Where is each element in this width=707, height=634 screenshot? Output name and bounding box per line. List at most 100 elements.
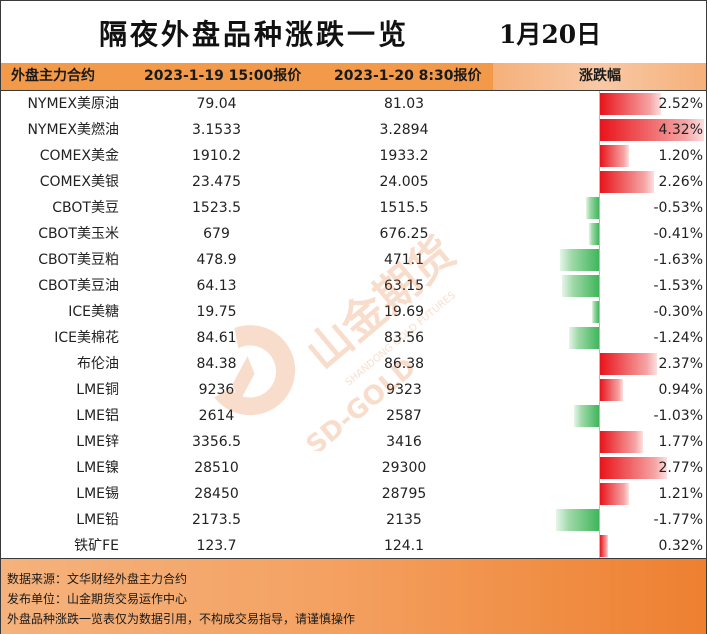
change-bar bbox=[559, 249, 599, 271]
contract-name: 铁矿FE bbox=[74, 538, 119, 554]
table-row: LME铅 2173.5 2135 -1.77% bbox=[1, 507, 706, 533]
table-row: LME锌 3356.5 3416 1.77% bbox=[1, 429, 706, 455]
table-row: ICE美棉花 84.61 83.56 -1.24% bbox=[1, 325, 706, 351]
price-after: 24.005 bbox=[379, 174, 429, 190]
change-percent: -0.41% bbox=[653, 226, 703, 242]
contract-name: CBOT美豆粕 bbox=[38, 252, 119, 268]
contract-name: CBOT美玉米 bbox=[38, 226, 119, 242]
contract-name: NYMEX美燃油 bbox=[27, 122, 119, 138]
change-percent: 0.94% bbox=[658, 382, 703, 398]
price-after: 676.25 bbox=[379, 226, 429, 242]
price-after: 1515.5 bbox=[379, 200, 429, 216]
table-row: 铁矿FE 123.7 124.1 0.32% bbox=[1, 533, 706, 559]
table-row: CBOT美玉米 679 676.25 -0.41% bbox=[1, 221, 706, 247]
change-bar bbox=[600, 171, 655, 193]
table-row: NYMEX美燃油 3.1533 3.2894 4.32% bbox=[1, 117, 706, 143]
price-before: 84.38 bbox=[196, 356, 237, 372]
price-after: 3416 bbox=[386, 434, 422, 450]
price-before: 1523.5 bbox=[192, 200, 241, 216]
table-row: 布伦油 84.38 86.38 2.37% bbox=[1, 351, 706, 377]
table-row: NYMEX美原油 79.04 81.03 2.52% bbox=[1, 91, 706, 117]
table-row: LME铜 9236 9323 0.94% bbox=[1, 377, 706, 403]
change-bar bbox=[600, 353, 658, 375]
contract-name: LME铝 bbox=[76, 408, 119, 424]
price-after: 9323 bbox=[386, 382, 422, 398]
change-bar bbox=[600, 379, 623, 401]
contract-name: 布伦油 bbox=[77, 356, 119, 372]
contract-name: LME铅 bbox=[76, 512, 119, 528]
change-bar bbox=[600, 93, 661, 115]
price-before: 9236 bbox=[198, 382, 235, 398]
change-bar bbox=[569, 327, 599, 349]
contract-name: COMEX美金 bbox=[39, 148, 119, 164]
price-before: 23.475 bbox=[192, 174, 241, 190]
change-bar bbox=[600, 119, 704, 141]
table-row: CBOT美豆粕 478.9 471.1 -1.63% bbox=[1, 247, 706, 273]
contract-name: CBOT美豆油 bbox=[38, 278, 119, 294]
change-bar bbox=[591, 301, 599, 323]
contract-name: ICE美糖 bbox=[68, 304, 119, 320]
price-before: 79.04 bbox=[196, 96, 237, 112]
page-title: 隔夜外盘品种涨跌一览 bbox=[99, 18, 410, 51]
header-price2: 2023-1-20 8:30报价 bbox=[334, 68, 482, 84]
change-percent: -0.30% bbox=[653, 304, 703, 320]
contract-name: LME锌 bbox=[76, 434, 119, 450]
price-before: 2173.5 bbox=[192, 512, 241, 528]
change-bar bbox=[600, 483, 630, 505]
contract-name: LME锡 bbox=[76, 486, 119, 502]
header-name: 外盘主力合约 bbox=[11, 68, 95, 84]
price-before: 2614 bbox=[198, 408, 235, 424]
change-percent: 1.77% bbox=[658, 434, 703, 450]
change-percent: -1.53% bbox=[653, 278, 703, 294]
change-bar bbox=[589, 223, 599, 245]
change-percent: 2.77% bbox=[658, 460, 703, 476]
change-percent: -1.03% bbox=[653, 408, 703, 424]
change-bar bbox=[556, 509, 599, 531]
contract-name: NYMEX美原油 bbox=[27, 96, 119, 112]
price-after: 83.56 bbox=[383, 330, 425, 346]
price-before: 679 bbox=[203, 226, 230, 242]
footer-publisher: 发布单位：山金期货交易运作中心 bbox=[7, 592, 188, 606]
change-bar bbox=[600, 535, 608, 557]
contract-name: LME铜 bbox=[76, 382, 119, 398]
table-row: LME镍 28510 29300 2.77% bbox=[1, 455, 706, 481]
price-before: 64.13 bbox=[196, 278, 237, 294]
price-before: 19.75 bbox=[196, 304, 237, 320]
change-percent: 1.21% bbox=[658, 486, 703, 502]
price-after: 81.03 bbox=[383, 96, 425, 112]
contract-name: LME镍 bbox=[76, 460, 119, 476]
change-bar bbox=[600, 431, 643, 453]
price-after: 2587 bbox=[386, 408, 422, 424]
change-percent: -1.24% bbox=[653, 330, 703, 346]
price-after: 471.1 bbox=[383, 252, 425, 268]
contract-name: COMEX美银 bbox=[39, 174, 119, 190]
contract-name: ICE美棉花 bbox=[54, 330, 119, 346]
price-before: 1910.2 bbox=[192, 148, 241, 164]
change-percent: 2.52% bbox=[658, 96, 703, 112]
price-after: 124.1 bbox=[383, 538, 425, 554]
change-percent: 1.20% bbox=[658, 148, 703, 164]
table-row: COMEX美银 23.475 24.005 2.26% bbox=[1, 169, 706, 195]
contract-name: CBOT美豆 bbox=[52, 200, 119, 216]
report-date: 1月20日 bbox=[499, 20, 602, 49]
price-after: 28795 bbox=[381, 486, 427, 502]
footer-source: 数据来源：文华财经外盘主力合约 bbox=[7, 572, 188, 586]
change-percent: -1.63% bbox=[653, 252, 703, 268]
table-row: ICE美糖 19.75 19.69 -0.30% bbox=[1, 299, 706, 325]
table-header: 外盘主力合约 2023-1-19 15:00报价 2023-1-20 8:30报… bbox=[1, 63, 706, 91]
change-percent: 2.26% bbox=[658, 174, 703, 190]
footer: 数据来源：文华财经外盘主力合约 发布单位：山金期货交易运作中心 外盘品种涨跌一览… bbox=[1, 558, 706, 634]
change-bar bbox=[574, 405, 599, 427]
change-bar bbox=[600, 145, 629, 167]
price-before: 28450 bbox=[194, 486, 239, 502]
price-after: 63.15 bbox=[383, 278, 425, 294]
price-before: 123.7 bbox=[196, 538, 237, 554]
price-before: 3356.5 bbox=[192, 434, 241, 450]
change-bar bbox=[586, 197, 599, 219]
title-bar: 隔夜外盘品种涨跌一览 1月20日 bbox=[1, 1, 706, 64]
price-after: 1933.2 bbox=[379, 148, 429, 164]
table-row: CBOT美豆油 64.13 63.15 -1.53% bbox=[1, 273, 706, 299]
change-percent: 4.32% bbox=[658, 122, 703, 138]
price-after: 2135 bbox=[386, 512, 422, 528]
